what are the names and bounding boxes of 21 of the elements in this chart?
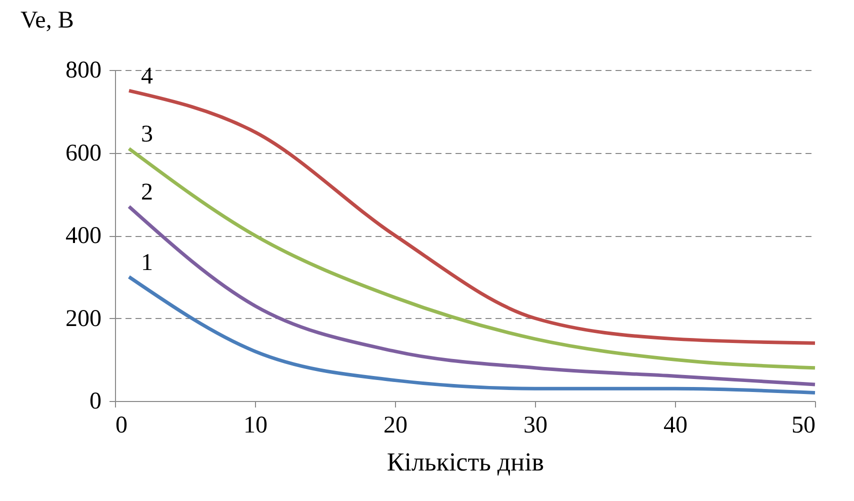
series-label: 2 [141,180,153,206]
series-label: 1 [141,250,153,276]
y-tick-label: 400 [66,223,102,249]
y-axis-title: Ve, В [20,8,74,34]
x-tick-label: 50 [792,412,816,438]
y-tick-label: 800 [66,58,102,84]
x-axis-title: Кількість днів [386,448,544,476]
line-series [127,146,817,370]
series-label: 3 [141,122,153,148]
series-label: 4 [141,64,153,90]
x-tick-label: 10 [244,412,268,438]
x-tick-label: 20 [384,412,408,438]
y-tick-label: 200 [66,306,102,332]
line-series [127,88,817,345]
line-series [127,204,817,386]
x-tick-label: 30 [524,412,548,438]
line-series [127,275,817,394]
x-tick-label: 0 [116,412,128,438]
x-tick-label: 40 [664,412,688,438]
y-tick-label: 0 [90,388,102,414]
y-tick-label: 600 [66,140,102,166]
